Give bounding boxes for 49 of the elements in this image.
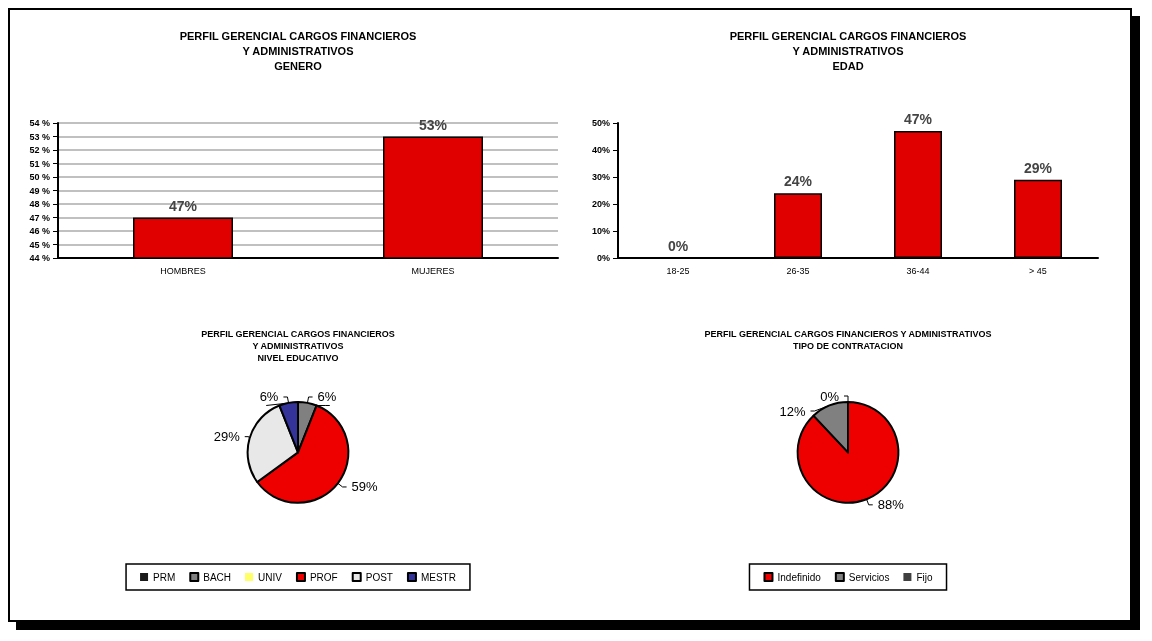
data-label: 47% xyxy=(168,197,198,214)
data-label: 24% xyxy=(783,173,813,190)
y-tick-label: 51 % xyxy=(29,158,50,169)
y-tick-label: 53 % xyxy=(29,131,50,142)
y-tick-label: 48 % xyxy=(29,199,50,209)
y-tick-label: 49 % xyxy=(29,185,50,196)
x-tick-label: 26-35 xyxy=(786,265,810,276)
data-label: 88% xyxy=(877,497,905,513)
legend-label: BACH xyxy=(203,571,232,583)
y-tick-label: 44 % xyxy=(29,253,50,263)
data-label: 6% xyxy=(317,389,337,405)
x-tick-label: MUJERES xyxy=(411,265,455,276)
chart-title: PERFIL GERENCIAL CARGOS FINANCIEROS Y ADMINISTRATIVOS EDAD xyxy=(729,29,967,72)
x-tick-label: HOMBRES xyxy=(160,265,206,276)
data-label: 29% xyxy=(1023,159,1053,176)
legend-label: MESTR xyxy=(420,571,456,583)
y-tick-label: 0% xyxy=(596,253,610,263)
y-tick-label: 45 % xyxy=(29,239,50,250)
chart-title: PERFIL GERENCIAL CARGOS FINANCIEROS Y ADMINISTRATIVOS NIVEL EDUCATIVO xyxy=(201,329,395,363)
data-label: 47% xyxy=(903,111,933,128)
y-tick-label: 54 % xyxy=(29,118,50,128)
x-tick-label: 18-25 xyxy=(666,265,690,276)
x-tick-label: 36-44 xyxy=(906,265,930,276)
data-label: 59% xyxy=(351,479,379,495)
legend-label: UNIV xyxy=(258,571,283,583)
data-label: 6% xyxy=(259,389,279,405)
chart-title: PERFIL GERENCIAL CARGOS FINANCIEROS Y ADMINISTRATIVOS TIPO DE CONTRATACION xyxy=(704,329,992,351)
y-tick-label: 40% xyxy=(591,145,610,155)
x-tick-label: > 45 xyxy=(1029,265,1047,276)
data-label: 53% xyxy=(418,116,448,133)
legend-label: Fijo xyxy=(916,571,933,583)
y-tick-label: 50% xyxy=(591,118,610,128)
legend-label: POST xyxy=(365,571,393,583)
text: 0% xyxy=(820,388,839,404)
legend-label: Servicios xyxy=(848,571,890,583)
chart-title: PERFIL GERENCIAL CARGOS FINANCIEROS Y ADMINISTRATIVOS GENERO xyxy=(179,29,417,72)
legend-label: PRM xyxy=(153,571,176,583)
y-tick-label: 50 % xyxy=(29,172,50,182)
data-label: 12% xyxy=(779,403,806,419)
y-tick-label: 20% xyxy=(591,199,610,209)
y-tick-label: 52 % xyxy=(29,145,50,155)
y-tick-label: 47 % xyxy=(29,212,50,223)
legend-label: Indefinido xyxy=(777,571,822,583)
y-tick-label: 30% xyxy=(591,172,610,182)
data-label: 0% xyxy=(667,238,689,254)
y-tick-label: 46 % xyxy=(29,226,50,236)
data-label: 29% xyxy=(213,429,241,445)
legend-label: PROF xyxy=(309,571,338,583)
y-tick-label: 10% xyxy=(591,226,610,236)
